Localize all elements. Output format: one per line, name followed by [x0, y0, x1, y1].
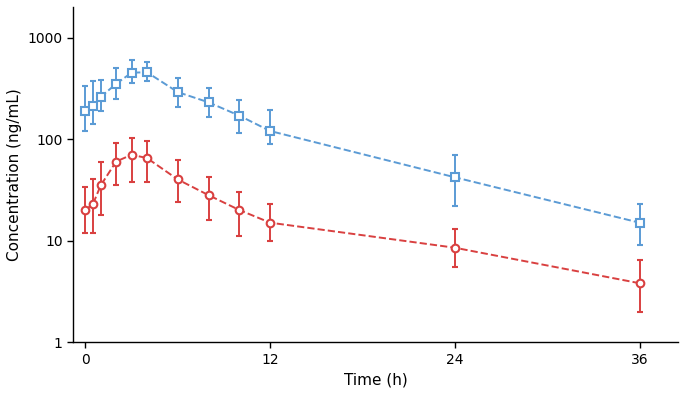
X-axis label: Time (h): Time (h)	[344, 372, 408, 387]
Y-axis label: Concentration (ng/mL): Concentration (ng/mL)	[7, 88, 22, 261]
